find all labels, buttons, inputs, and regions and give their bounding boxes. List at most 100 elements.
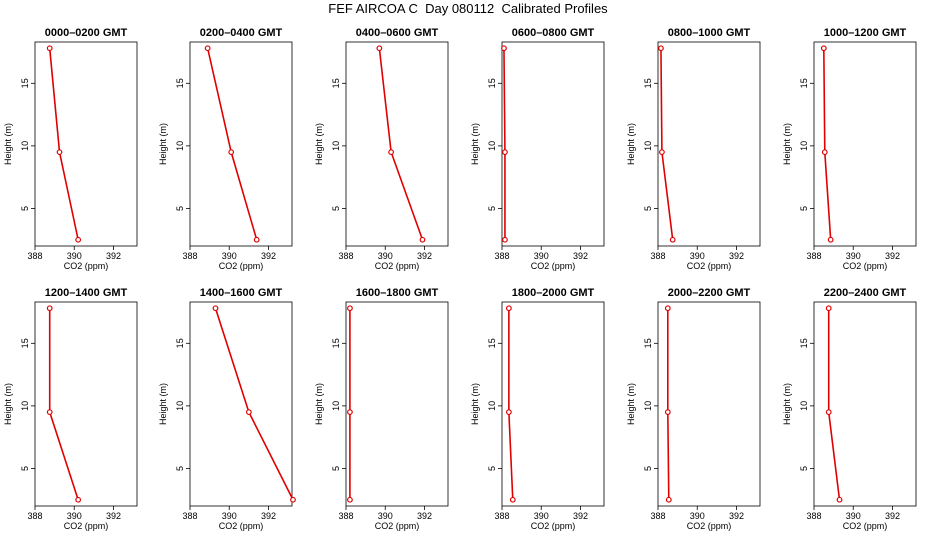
- panel-title: 0000–0200 GMT: [45, 27, 128, 39]
- x-tick-label: 392: [106, 511, 121, 521]
- x-tick-label: 392: [885, 511, 900, 521]
- plot-frame: [345, 41, 449, 247]
- x-tick-label: 392: [106, 251, 121, 261]
- y-axis-label: Height (m): [626, 123, 636, 165]
- y-axis-label: Height (m): [3, 383, 13, 425]
- plot-frame: [813, 301, 917, 507]
- panel-title: 2000–2200 GMT: [668, 287, 751, 299]
- x-tick-label: 392: [417, 251, 432, 261]
- y-tick-label: 15: [487, 78, 497, 88]
- x-tick-label: 388: [494, 511, 509, 521]
- x-tick-label: 390: [378, 511, 393, 521]
- y-tick-label: 15: [20, 338, 30, 348]
- y-tick-label: 10: [331, 141, 341, 151]
- x-tick-label: 390: [378, 251, 393, 261]
- x-axis-label: CO2 (ppm): [64, 521, 109, 531]
- profile-point: [75, 236, 82, 243]
- x-axis-label: CO2 (ppm): [843, 261, 888, 271]
- x-tick-label: 390: [846, 511, 861, 521]
- panel-title: 0800–1000 GMT: [668, 27, 751, 39]
- x-tick-label: 390: [222, 251, 237, 261]
- plot-frame: [345, 301, 449, 507]
- x-tick-label: 388: [27, 511, 42, 521]
- x-tick-label: 388: [494, 251, 509, 261]
- plot-frame: [813, 41, 917, 247]
- plot-frame: [657, 41, 761, 247]
- profile-line: [823, 48, 832, 240]
- y-tick-label: 5: [331, 466, 341, 471]
- y-axis-label: Height (m): [782, 123, 792, 165]
- y-axis-label: Height (m): [314, 123, 324, 165]
- profile-point: [46, 45, 53, 52]
- x-axis-label: CO2 (ppm): [375, 261, 420, 271]
- y-tick-label: 10: [20, 401, 30, 411]
- y-tick-label: 10: [643, 141, 653, 151]
- panel-title: 1800–2000 GMT: [512, 287, 595, 299]
- y-axis-label: Height (m): [470, 123, 480, 165]
- plot-frame: [34, 301, 138, 507]
- y-tick-label: 10: [487, 401, 497, 411]
- x-tick-label: 388: [338, 251, 353, 261]
- x-axis-label: CO2 (ppm): [531, 521, 576, 531]
- x-axis-label: CO2 (ppm): [687, 261, 732, 271]
- y-tick-label: 15: [175, 338, 185, 348]
- y-tick-label: 5: [799, 206, 809, 211]
- x-axis-label: CO2 (ppm): [375, 521, 420, 531]
- y-axis-label: Height (m): [626, 383, 636, 425]
- panel-title: 1000–1200 GMT: [824, 27, 907, 39]
- y-axis-label: Height (m): [158, 383, 168, 425]
- profile-point: [245, 409, 252, 416]
- x-axis-label: CO2 (ppm): [219, 521, 264, 531]
- profile-point: [228, 149, 235, 156]
- profile-point: [505, 409, 512, 416]
- plot-frame: [501, 301, 605, 507]
- x-tick-label: 388: [182, 511, 197, 521]
- plot-frame: [189, 41, 293, 247]
- x-tick-label: 392: [729, 251, 744, 261]
- x-tick-label: 388: [338, 511, 353, 521]
- x-tick-label: 392: [885, 251, 900, 261]
- profile-point: [419, 236, 426, 243]
- panel-title: 0400–0600 GMT: [356, 27, 439, 39]
- panel-title: 1600–1800 GMT: [356, 287, 439, 299]
- figure-title: FEF AIRCOA C Day 080112 Calibrated Profi…: [328, 1, 608, 16]
- y-axis-label: Height (m): [314, 383, 324, 425]
- y-tick-label: 15: [487, 338, 497, 348]
- plot-frame: [501, 41, 605, 247]
- y-tick-label: 5: [487, 206, 497, 211]
- panel-title: 1400–1600 GMT: [200, 287, 283, 299]
- profile-point: [347, 496, 353, 503]
- panel-title: 1200–1400 GMT: [45, 287, 128, 299]
- x-tick-label: 388: [182, 251, 197, 261]
- y-tick-label: 5: [487, 466, 497, 471]
- x-tick-label: 392: [729, 511, 744, 521]
- y-tick-label: 5: [799, 466, 809, 471]
- y-axis-label: Height (m): [782, 383, 792, 425]
- y-tick-label: 15: [643, 338, 653, 348]
- y-tick-label: 10: [799, 401, 809, 411]
- profile-line: [503, 48, 506, 240]
- plot-frame: [189, 301, 293, 507]
- profile-point: [502, 236, 508, 243]
- profile-point: [825, 409, 832, 416]
- profile-point: [347, 305, 353, 312]
- profile-point: [347, 409, 353, 416]
- profile-point: [825, 305, 832, 312]
- panel-title: 0600–0800 GMT: [512, 27, 595, 39]
- y-tick-label: 10: [643, 401, 653, 411]
- y-axis-label: Height (m): [470, 383, 480, 425]
- x-tick-label: 392: [417, 511, 432, 521]
- profile-point: [669, 236, 676, 243]
- x-axis-label: CO2 (ppm): [531, 261, 576, 271]
- profile-point: [212, 305, 219, 312]
- profile-point: [664, 409, 671, 416]
- y-tick-label: 5: [643, 206, 653, 211]
- x-tick-label: 388: [650, 511, 665, 521]
- profile-point: [664, 305, 671, 312]
